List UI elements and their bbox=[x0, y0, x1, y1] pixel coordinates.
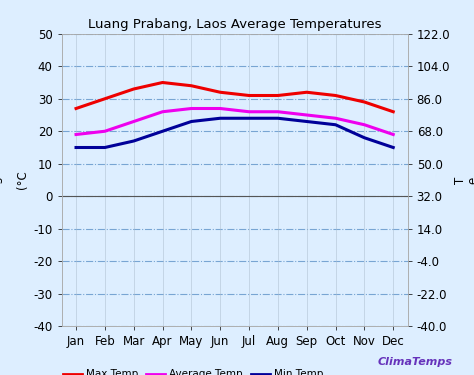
Title: Luang Prabang, Laos Average Temperatures: Luang Prabang, Laos Average Temperatures bbox=[88, 18, 382, 31]
Y-axis label: T
e
m
p
e
r
a
t
u
r
e
s

(°C: T e m p e r a t u r e s (°C bbox=[0, 171, 29, 189]
Legend: Max Temp, Average Temp, Min Temp: Max Temp, Average Temp, Min Temp bbox=[59, 365, 328, 375]
Text: ClimaTemps: ClimaTemps bbox=[378, 357, 453, 367]
Y-axis label: T
e
m
p
e
r
a
t
u
r
e
s

(°F): T e m p e r a t u r e s (°F) bbox=[455, 169, 474, 191]
